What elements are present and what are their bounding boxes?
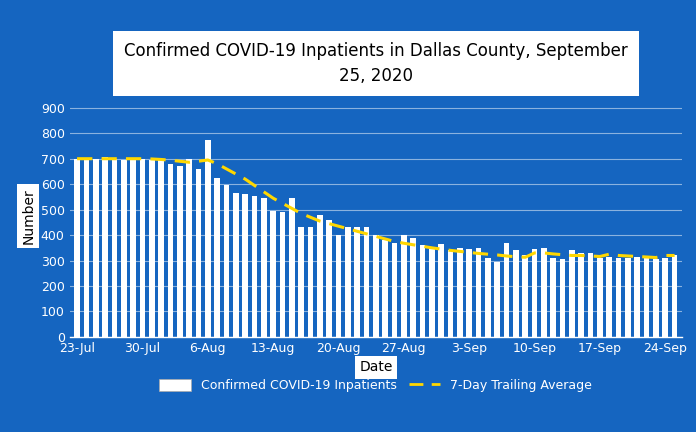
Bar — [644, 258, 649, 337]
Y-axis label: Number: Number — [21, 188, 35, 244]
Bar — [429, 248, 435, 337]
Bar — [252, 196, 258, 337]
Bar — [280, 212, 285, 337]
Bar — [130, 159, 136, 337]
Bar — [485, 258, 491, 337]
Bar — [420, 245, 425, 337]
Bar — [326, 220, 332, 337]
Bar — [335, 235, 341, 337]
Bar — [289, 198, 294, 337]
Bar — [597, 258, 603, 337]
Bar — [494, 262, 500, 337]
Bar — [158, 159, 164, 337]
Bar — [196, 169, 201, 337]
Bar — [140, 159, 145, 337]
Bar — [578, 253, 584, 337]
Bar — [382, 240, 388, 337]
Bar — [93, 159, 99, 337]
Bar — [261, 198, 267, 337]
Bar — [223, 185, 229, 337]
Bar — [102, 157, 108, 337]
Bar — [606, 257, 612, 337]
Bar — [345, 228, 351, 337]
Bar — [177, 166, 182, 337]
Title: Confirmed COVID-19 Inpatients in Dallas County, September
25, 2020: Confirmed COVID-19 Inpatients in Dallas … — [124, 42, 628, 85]
Bar — [532, 249, 537, 337]
Bar — [121, 160, 127, 337]
Bar — [476, 248, 482, 337]
Bar — [625, 258, 631, 337]
Bar — [149, 160, 155, 337]
Bar — [242, 194, 248, 337]
Bar — [233, 193, 239, 337]
Bar — [457, 248, 463, 337]
Bar — [513, 251, 519, 337]
Bar — [187, 159, 192, 337]
Bar — [270, 211, 276, 337]
Bar — [373, 235, 379, 337]
Bar — [466, 249, 472, 337]
Bar — [569, 251, 575, 337]
Bar — [588, 253, 594, 337]
Bar — [317, 215, 323, 337]
Bar — [84, 159, 89, 337]
Bar — [401, 235, 406, 337]
Bar — [560, 259, 565, 337]
Bar — [616, 258, 622, 337]
Bar — [392, 243, 397, 337]
Legend: Confirmed COVID-19 Inpatients, 7-Day Trailing Average: Confirmed COVID-19 Inpatients, 7-Day Tra… — [153, 373, 599, 398]
Bar — [364, 228, 370, 337]
Bar — [214, 178, 220, 337]
Bar — [653, 259, 658, 337]
Bar — [74, 159, 80, 337]
Bar — [411, 238, 416, 337]
Bar — [308, 228, 313, 337]
Bar — [354, 228, 360, 337]
Bar — [672, 255, 677, 337]
Bar — [635, 257, 640, 337]
Bar — [541, 248, 546, 337]
Bar — [168, 164, 173, 337]
Bar — [523, 255, 528, 337]
Bar — [504, 243, 509, 337]
Bar — [111, 159, 117, 337]
Bar — [448, 251, 453, 337]
Bar — [299, 228, 304, 337]
Bar — [663, 258, 668, 337]
X-axis label: Date: Date — [359, 360, 393, 375]
Bar — [551, 258, 556, 337]
Bar — [205, 140, 211, 337]
Bar — [438, 244, 444, 337]
